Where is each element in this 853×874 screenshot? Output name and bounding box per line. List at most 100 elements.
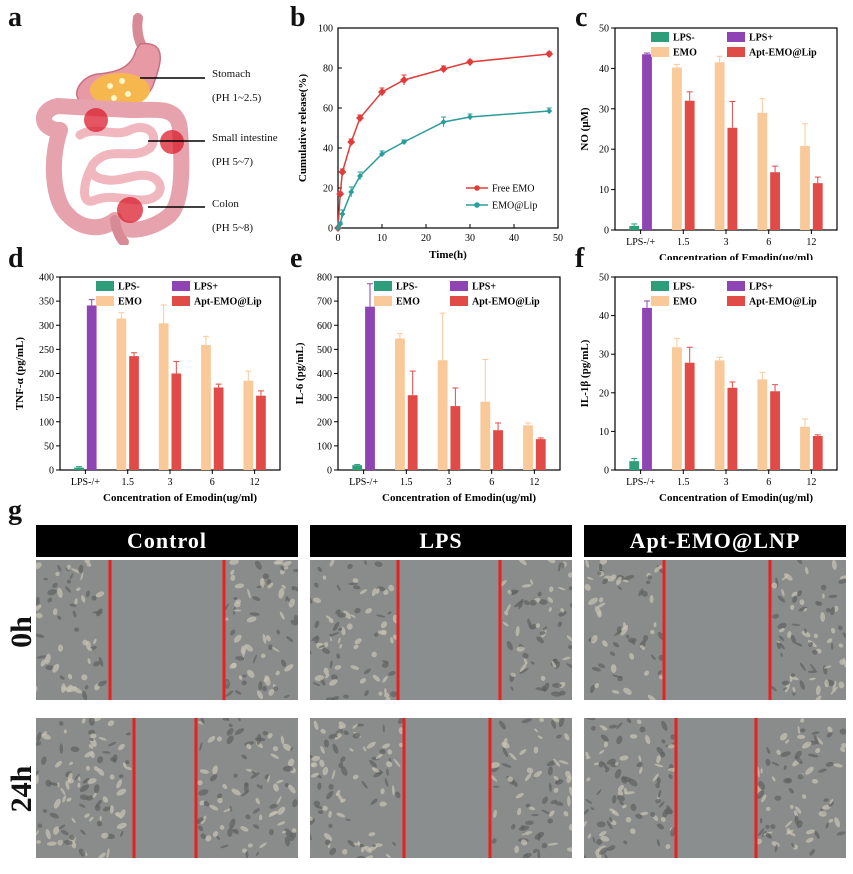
cell <box>252 596 261 601</box>
bar-lps-plus <box>86 305 97 470</box>
cell <box>772 613 780 619</box>
cell <box>547 842 559 846</box>
cell <box>85 590 90 598</box>
cell <box>52 608 58 616</box>
cell <box>489 762 500 769</box>
cell <box>798 606 807 612</box>
cell <box>608 724 618 729</box>
cell <box>662 808 669 819</box>
bar-apt-1.5 <box>129 356 139 470</box>
cell <box>830 686 839 695</box>
cell <box>382 724 385 733</box>
legend-label-1: LPS- <box>396 282 418 293</box>
cell <box>240 826 249 832</box>
x-axis-label: Concentration of Emodin(ug/ml) <box>659 252 813 260</box>
cell <box>533 746 539 754</box>
cell <box>78 564 84 574</box>
data-point <box>379 151 385 157</box>
y-tick-label: 800 <box>317 273 332 284</box>
cell <box>36 685 38 692</box>
cell <box>240 645 247 655</box>
cell <box>602 578 609 585</box>
cell <box>338 721 346 729</box>
cell <box>805 829 815 835</box>
cell <box>336 792 344 802</box>
cell <box>249 612 260 616</box>
cell <box>831 560 837 570</box>
cell <box>352 585 361 590</box>
cell <box>69 603 77 607</box>
bar-emo-6 <box>757 112 768 230</box>
cell <box>364 845 372 853</box>
y-tick-label: 300 <box>39 321 54 332</box>
cell <box>375 753 384 760</box>
x-tick-label: 12 <box>806 237 816 248</box>
cell <box>621 776 631 782</box>
cell <box>378 691 383 696</box>
cell <box>502 621 509 627</box>
cell <box>36 655 47 659</box>
cell <box>599 597 604 603</box>
x-tick-label: 10 <box>377 233 387 244</box>
cell <box>612 795 617 804</box>
legend-swatch-4 <box>172 296 190 306</box>
cell <box>774 844 778 853</box>
cell <box>115 811 121 817</box>
cell <box>376 614 386 618</box>
cell <box>199 769 210 774</box>
legend-swatch-1 <box>651 32 669 42</box>
cell <box>65 586 71 593</box>
cell <box>47 597 53 603</box>
cell <box>250 772 260 779</box>
cell <box>761 794 767 803</box>
data-point <box>467 114 473 120</box>
cell <box>502 747 509 758</box>
cell <box>638 588 644 597</box>
cell <box>87 778 97 784</box>
cell <box>585 799 593 804</box>
cell <box>538 599 548 605</box>
cell <box>375 588 380 594</box>
label-stomach-ph: (PH 1~2.5) <box>212 92 262 104</box>
cell <box>120 830 124 837</box>
cell <box>66 797 72 802</box>
cell <box>270 646 280 653</box>
cell <box>332 621 340 632</box>
cell <box>551 720 557 729</box>
cell <box>832 680 837 692</box>
cell <box>771 582 778 589</box>
y-axis-label: TNF-α (pg/mL) <box>14 337 26 410</box>
cell <box>275 670 280 676</box>
cell <box>346 623 353 630</box>
cell <box>594 606 602 616</box>
cell <box>592 836 596 844</box>
cell <box>360 846 365 853</box>
cell <box>604 853 609 858</box>
cell <box>290 619 298 626</box>
cell <box>386 768 389 776</box>
cell <box>780 652 783 657</box>
series-line-1 <box>337 53 550 229</box>
cell <box>85 641 91 650</box>
cell <box>282 765 294 772</box>
cell <box>118 774 124 779</box>
data-point <box>337 221 344 227</box>
cell <box>515 625 520 637</box>
cell <box>251 770 256 775</box>
data-point <box>348 189 355 195</box>
y-tick-label: 20 <box>599 145 609 156</box>
data-point <box>545 50 554 58</box>
cell <box>823 665 832 669</box>
cell <box>220 844 229 849</box>
cell <box>548 607 552 612</box>
cell <box>373 771 382 778</box>
cell <box>530 661 535 665</box>
cell <box>779 628 785 633</box>
y-tick-label: 0 <box>49 466 54 477</box>
cell <box>63 729 67 734</box>
cell <box>98 737 107 741</box>
cell <box>596 839 603 845</box>
cell <box>230 629 236 636</box>
cell <box>390 637 394 644</box>
cell <box>789 675 793 683</box>
